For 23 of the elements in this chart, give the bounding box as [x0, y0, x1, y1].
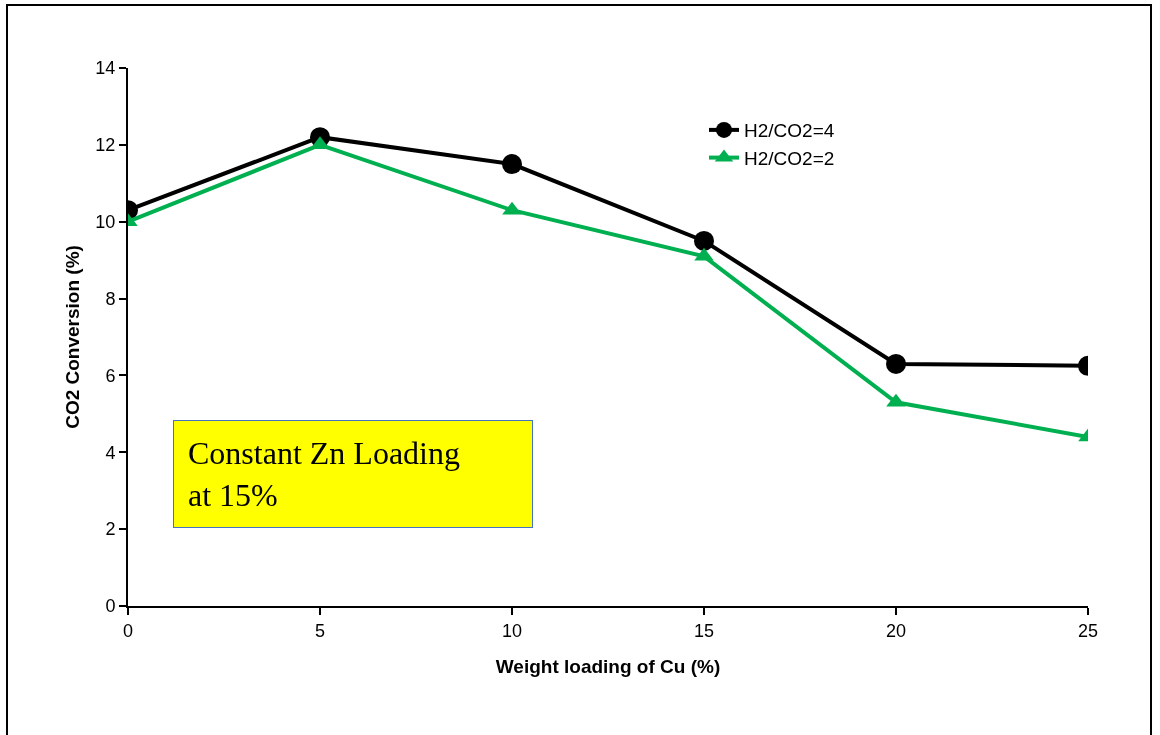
point [694, 247, 714, 261]
y-tick-label: 14 [95, 58, 116, 79]
x-tick-label: 5 [314, 620, 326, 641]
point [502, 154, 522, 175]
y-tick-label: 4 [105, 442, 116, 463]
y-tick-label: 2 [105, 519, 116, 540]
x-tick-label: 0 [122, 620, 134, 641]
y-tick-label: 8 [105, 288, 116, 309]
y-axis-title: CO2 Conversion (%) [62, 245, 83, 429]
x-tick-label: 25 [1077, 620, 1099, 641]
y-tick-label: 0 [105, 596, 116, 617]
point [694, 230, 714, 251]
annotation: Constant Zn Loading at 15% [188, 435, 460, 513]
y-tick-label: 12 [95, 135, 116, 156]
x-tick-label: 10 [501, 620, 523, 641]
y-tick-label: 6 [105, 365, 116, 386]
x-tick-label: 15 [693, 620, 715, 641]
x-axis-title: Weight loading of Cu (%) [495, 655, 721, 677]
x-tick-label: 20 [885, 620, 907, 641]
y-tick-label: 10 [95, 212, 116, 233]
point [502, 201, 522, 215]
legend-label: H2/CO2=2 [744, 148, 835, 169]
legend-label: H2/CO2=4 [744, 120, 835, 142]
